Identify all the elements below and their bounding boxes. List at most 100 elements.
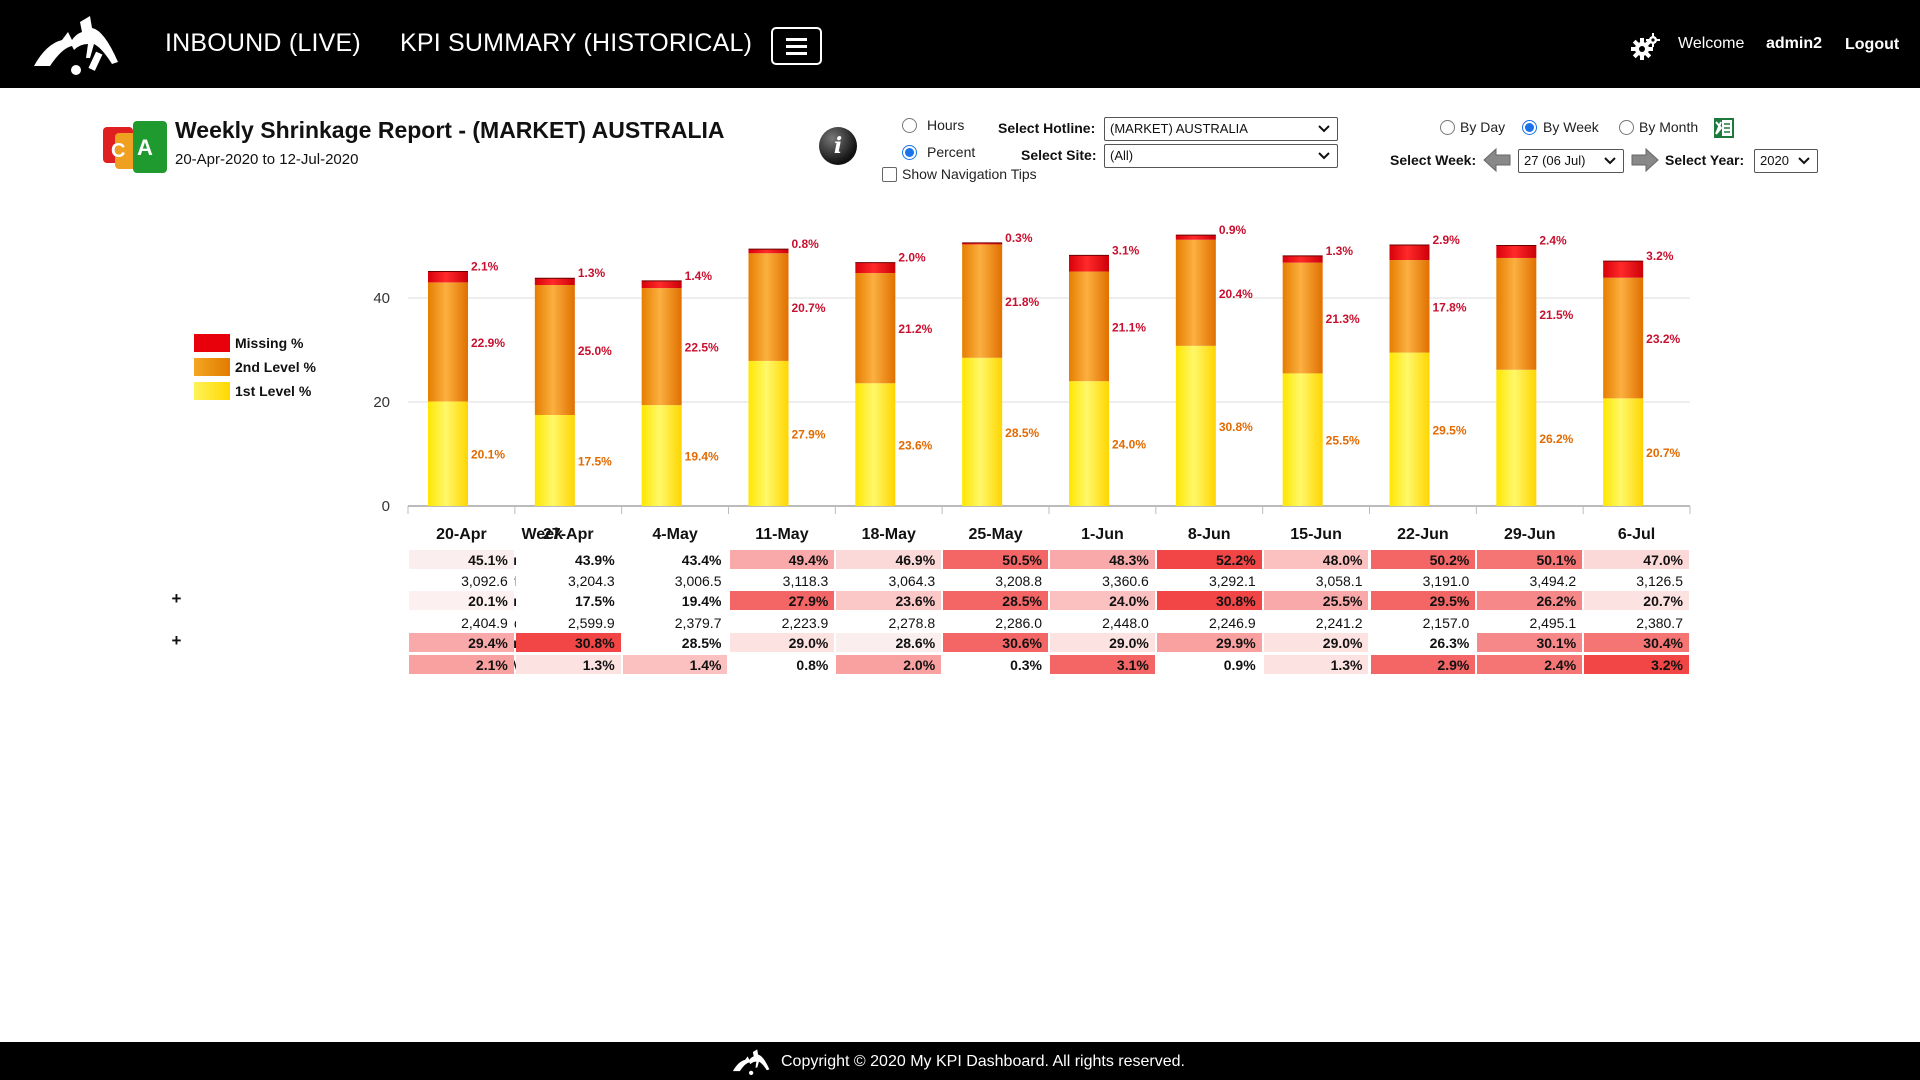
bar-segment-second-level[interactable] (534, 285, 575, 415)
legend-item-first-level: 1st Level % (194, 381, 344, 401)
app-logo-icon[interactable] (32, 14, 124, 76)
week-column-header[interactable]: 6-Jul (1617, 526, 1656, 543)
radio-by-week[interactable] (1522, 120, 1537, 135)
year-select[interactable]: 2020 (1754, 149, 1818, 173)
table-cell: 52.2% (1156, 550, 1262, 569)
bar-segment-second-level[interactable] (641, 288, 682, 406)
table-cell: 3.2% (1584, 655, 1689, 674)
week-column-header[interactable]: 4-May (652, 526, 698, 543)
radio-by-month[interactable] (1619, 120, 1634, 135)
bar-segment-second-level[interactable] (855, 273, 896, 384)
week-column-header[interactable]: 11-May (755, 526, 809, 543)
nav-inbound-live[interactable]: INBOUND (LIVE) (165, 29, 361, 57)
bar-segment-first-level[interactable] (962, 357, 1003, 506)
arrow-left-icon[interactable] (1483, 147, 1511, 173)
bar-segment-second-level[interactable] (1069, 271, 1109, 382)
bar-segment-missing[interactable] (1389, 244, 1430, 261)
week-column-header[interactable]: 25-May (968, 526, 1023, 543)
bar-segment-second-level[interactable] (1496, 257, 1537, 370)
bar-segment-missing[interactable] (1069, 255, 1109, 272)
data-label: 21.3% (1326, 312, 1360, 326)
radio-hours[interactable] (902, 118, 917, 133)
table-cell: 48.3% (1050, 550, 1155, 569)
top-navigation-bar: INBOUND (LIVE) KPI SUMMARY (HISTORICAL) … (0, 0, 1920, 88)
logout-link[interactable]: Logout (1845, 36, 1900, 53)
gear-icon[interactable] (1630, 32, 1660, 62)
bar-segment-first-level[interactable] (641, 405, 682, 506)
week-column-header[interactable]: 22-Jun (1397, 526, 1449, 543)
expand-row-button[interactable]: + (171, 589, 182, 608)
table-cell: 3,494.2 (1477, 571, 1583, 590)
table-cell: 2,380.7 (1584, 613, 1689, 632)
bar-segment-second-level[interactable] (428, 282, 468, 402)
chart-gridlines: 0 20 40 (373, 290, 1691, 515)
bar-segment-missing[interactable] (748, 249, 789, 254)
bar-segment-missing[interactable] (534, 278, 575, 285)
table-cell: 3,204.3 (515, 571, 621, 590)
bar-segment-first-level[interactable] (1282, 373, 1323, 506)
table-row: Total CMS Staffed Hours2,404.92,599.92,3… (160, 613, 1690, 632)
data-label: 17.8% (1433, 300, 1467, 314)
bar-segment-first-level[interactable] (1496, 369, 1537, 506)
bar-segment-second-level[interactable] (1175, 239, 1216, 346)
data-label: 20.4% (1219, 287, 1253, 301)
bar-segment-first-level[interactable] (1069, 381, 1109, 506)
table-cell: 1.3% (1263, 655, 1369, 674)
hotline-select[interactable]: (MARKET) AUSTRALIA (1104, 117, 1338, 141)
nav-kpi-summary-historical[interactable]: KPI SUMMARY (HISTORICAL) (400, 29, 753, 57)
excel-icon[interactable] (1713, 117, 1735, 139)
bar-segment-missing[interactable] (1175, 235, 1216, 240)
bar-segment-second-level[interactable] (962, 244, 1003, 358)
bar-segment-first-level[interactable] (1175, 345, 1216, 506)
bar-segment-missing[interactable] (962, 242, 1003, 245)
data-label: 1.3% (1326, 244, 1354, 258)
table-cell: 28.5% (943, 591, 1048, 610)
bar-segment-first-level[interactable] (1389, 352, 1430, 506)
expand-row-button[interactable]: + (171, 631, 182, 650)
data-label: 20.7% (792, 301, 826, 315)
year-label: Select Year: (1665, 152, 1745, 168)
show-navigation-tips-checkbox[interactable] (882, 167, 897, 182)
bar-segment-missing[interactable] (855, 262, 896, 274)
bar-segment-missing[interactable] (1496, 245, 1537, 258)
site-select[interactable]: (All) (1104, 144, 1338, 168)
radio-by-day[interactable] (1440, 120, 1455, 135)
bar-segment-missing[interactable] (641, 280, 682, 289)
bar-segment-first-level[interactable] (1603, 398, 1644, 506)
data-label: 3.1% (1112, 243, 1140, 257)
week-column-header[interactable]: 20-Apr (436, 526, 487, 543)
bar-segment-second-level[interactable] (1389, 260, 1430, 353)
week-column-header[interactable]: 15-Jun (1290, 526, 1342, 543)
table-cell: 30.8% (1156, 591, 1262, 610)
info-icon[interactable]: i (819, 127, 857, 165)
table-cell: 3,292.1 (1156, 571, 1262, 590)
username: admin2 (1766, 35, 1823, 52)
bar-segment-missing[interactable] (428, 271, 468, 283)
bar-segment-first-level[interactable] (428, 401, 468, 506)
bar-segment-first-level[interactable] (855, 383, 896, 506)
radio-percent[interactable] (902, 145, 917, 160)
bar-segment-first-level[interactable] (748, 360, 789, 506)
bar-segment-second-level[interactable] (748, 253, 789, 361)
week-column-header[interactable]: 18-May (861, 526, 916, 543)
data-label: 0.8% (792, 237, 820, 251)
week-column-header[interactable]: 1-Jun (1081, 526, 1124, 543)
table-cell: 46.9% (836, 550, 942, 569)
table-cell: 2.4% (1477, 655, 1583, 674)
bar-segment-missing[interactable] (1603, 261, 1644, 278)
week-select[interactable]: 27 (06 Jul) (1518, 149, 1624, 173)
week-column-header[interactable]: 29-Jun (1503, 526, 1556, 543)
table-cell: 3,118.3 (729, 571, 835, 590)
legend-label-second-level: 2nd Level % (235, 359, 316, 375)
data-label: 21.8% (1005, 295, 1039, 309)
bar-segment-first-level[interactable] (534, 415, 575, 506)
week-column-header[interactable]: 8-Jun (1187, 526, 1231, 543)
week-column-header[interactable]: 27-Apr (542, 526, 594, 543)
legend-label-first-level: 1st Level % (235, 383, 312, 399)
data-label: 2.4% (1539, 233, 1567, 247)
bar-segment-second-level[interactable] (1282, 262, 1323, 374)
bar-segment-second-level[interactable] (1603, 277, 1644, 399)
hamburger-menu-button[interactable] (771, 27, 822, 65)
bar-segment-missing[interactable] (1282, 255, 1323, 263)
arrow-right-icon[interactable] (1631, 147, 1659, 173)
